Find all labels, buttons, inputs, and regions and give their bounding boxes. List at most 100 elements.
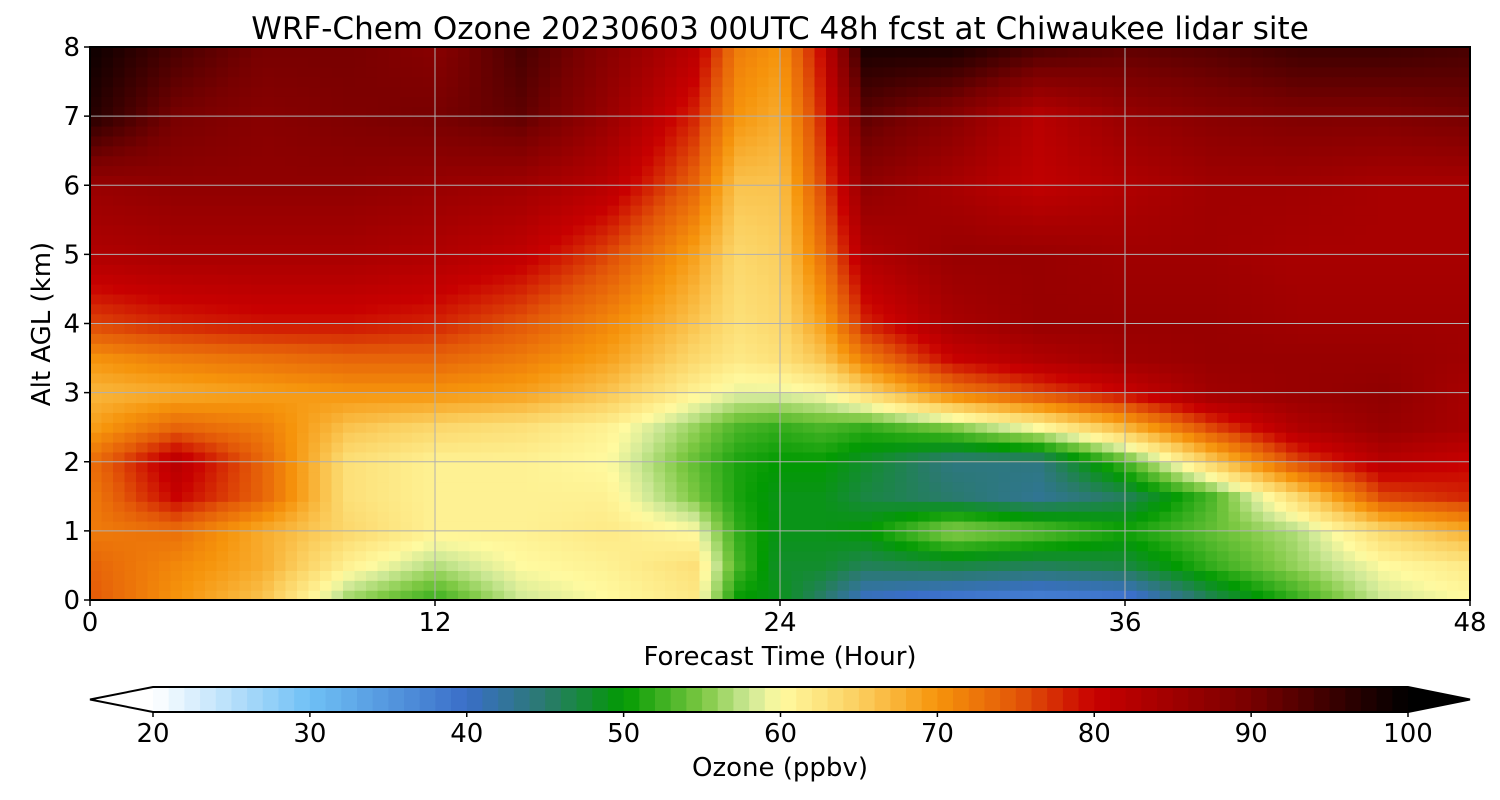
- heatmap-cell: [998, 254, 1011, 265]
- heatmap-cell: [239, 471, 252, 483]
- heatmap-cell: [182, 303, 195, 315]
- heatmap-cell: [550, 284, 563, 295]
- heatmap-cell: [412, 254, 425, 265]
- heatmap-cell: [1366, 363, 1379, 374]
- heatmap-cell: [1148, 382, 1161, 394]
- heatmap-cell: [734, 402, 747, 413]
- heatmap-cell: [400, 205, 413, 216]
- heatmap-cell: [458, 550, 471, 562]
- heatmap-cell: [1079, 402, 1092, 413]
- heatmap-cell: [630, 590, 643, 600]
- heatmap-cell: [1125, 590, 1138, 600]
- heatmap-cell: [1309, 264, 1322, 275]
- heatmap-cell: [975, 293, 988, 305]
- heatmap-cell: [722, 264, 735, 275]
- heatmap-cell: [1056, 590, 1069, 600]
- heatmap-cell: [1263, 590, 1276, 600]
- heatmap-cell: [964, 580, 977, 591]
- heatmap-cell: [584, 580, 597, 591]
- heatmap-cell: [147, 412, 160, 423]
- heatmap-cell: [642, 195, 655, 206]
- heatmap-cell: [205, 422, 218, 433]
- heatmap-cell: [423, 471, 436, 483]
- heatmap-cell: [814, 422, 827, 433]
- heatmap-cell: [975, 471, 988, 483]
- heatmap-cell: [630, 254, 643, 265]
- heatmap-cell: [297, 570, 310, 581]
- heatmap-cell: [1079, 274, 1092, 285]
- heatmap-cell: [1102, 284, 1115, 295]
- heatmap-cell: [1136, 392, 1149, 404]
- heatmap-cell: [1309, 392, 1322, 404]
- heatmap-cell: [308, 353, 321, 364]
- heatmap-cell: [251, 293, 264, 305]
- heatmap-cell: [170, 333, 183, 344]
- heatmap-cell: [1217, 511, 1230, 522]
- heatmap-cell: [757, 214, 770, 226]
- heatmap-cell: [354, 590, 367, 600]
- heatmap-cell: [228, 363, 241, 374]
- heatmap-cell: [941, 363, 954, 374]
- heatmap-cell: [469, 234, 482, 246]
- heatmap-cell: [469, 274, 482, 285]
- heatmap-cell: [147, 461, 160, 473]
- heatmap-cell: [918, 501, 931, 512]
- heatmap-cell: [1217, 382, 1230, 394]
- heatmap-cell: [182, 580, 195, 591]
- heatmap-cell: [573, 392, 586, 404]
- heatmap-cell: [975, 560, 988, 571]
- heatmap-cell: [1320, 264, 1333, 275]
- heatmap-cell: [331, 570, 344, 581]
- heatmap-cell: [136, 392, 149, 404]
- heatmap-cell: [1010, 580, 1023, 591]
- heatmap-cell: [262, 521, 275, 532]
- heatmap-cell: [1033, 353, 1046, 364]
- heatmap-cell: [1412, 382, 1425, 394]
- heatmap-cell: [90, 521, 103, 532]
- heatmap-cell: [354, 372, 367, 384]
- heatmap-cell: [561, 530, 574, 542]
- heatmap-cell: [906, 432, 919, 443]
- heatmap-cell: [400, 343, 413, 354]
- heatmap-cell: [791, 303, 804, 315]
- heatmap-cell: [538, 451, 551, 463]
- heatmap-cell: [228, 560, 241, 571]
- heatmap-cell: [458, 491, 471, 502]
- heatmap-cell: [205, 402, 218, 413]
- heatmap-cell: [113, 333, 126, 344]
- heatmap-cell: [147, 481, 160, 492]
- heatmap-cell: [941, 432, 954, 443]
- heatmap-cell: [952, 570, 965, 581]
- heatmap-cell: [872, 195, 885, 206]
- heatmap-cell: [619, 343, 632, 354]
- heatmap-cell: [803, 540, 816, 552]
- heatmap-cell: [205, 471, 218, 483]
- heatmap-cell: [688, 274, 701, 285]
- heatmap-cell: [688, 521, 701, 532]
- heatmap-cell: [297, 293, 310, 305]
- heatmap-cell: [1274, 491, 1287, 502]
- heatmap-cell: [1033, 511, 1046, 522]
- heatmap-cell: [458, 590, 471, 600]
- heatmap-cell: [193, 432, 206, 443]
- heatmap-cell: [469, 442, 482, 453]
- heatmap-cell: [1044, 471, 1057, 483]
- heatmap-cell: [538, 284, 551, 295]
- heatmap-cell: [481, 550, 494, 562]
- heatmap-cell: [515, 195, 528, 206]
- heatmap-cell: [1010, 461, 1023, 473]
- heatmap-cell: [343, 323, 356, 334]
- heatmap-cell: [515, 343, 528, 354]
- heatmap-cell: [1033, 343, 1046, 354]
- heatmap-cell: [1412, 590, 1425, 600]
- heatmap-cell: [757, 234, 770, 246]
- heatmap-cell: [895, 530, 908, 542]
- heatmap-cell: [1228, 422, 1241, 433]
- heatmap-cell: [124, 402, 137, 413]
- heatmap-cell: [676, 353, 689, 364]
- heatmap-cell: [182, 264, 195, 275]
- heatmap-cell: [182, 451, 195, 463]
- heatmap-cell: [872, 521, 885, 532]
- heatmap-cell: [584, 264, 597, 275]
- heatmap-cell: [814, 590, 827, 600]
